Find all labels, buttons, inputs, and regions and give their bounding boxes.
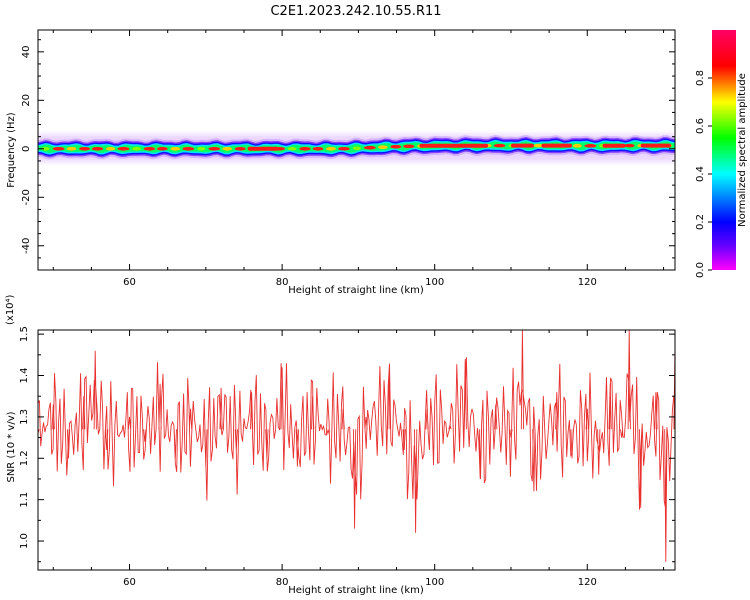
ridge-peak [325, 146, 336, 151]
snr-y-tick-label: 1.3 [19, 409, 30, 425]
ridge-peak [584, 144, 597, 148]
colorbar-tick-label: 0.2 [695, 214, 706, 230]
ridge-peak [143, 146, 156, 151]
colorbar-tick-label: 0.0 [695, 262, 706, 278]
colorbar: 0.0 0.2 0.4 0.6 0.8 Normalized spectral ampl… [695, 30, 748, 278]
ridge-peak [312, 146, 324, 151]
snr-x-tick-label: 100 [425, 577, 444, 588]
snr-x-tick-label: 60 [123, 577, 136, 588]
colorbar-label: Normalized spectral amplitude [737, 73, 748, 227]
ridge-peak [66, 146, 77, 151]
ridge-peak-segment [247, 146, 279, 151]
ridge-peak [222, 146, 233, 151]
spectrogram-y-tick-label: 40 [21, 45, 32, 58]
ridge-peak [377, 145, 388, 150]
spectrogram-y-tick-label: 0 [21, 146, 32, 152]
snr-y-tick-label: 1.5 [19, 326, 30, 342]
ridge-peak [156, 146, 168, 151]
ridge-peak [533, 143, 544, 148]
snr-x-tick-label: 120 [578, 577, 597, 588]
ridge-peak [41, 146, 50, 151]
snr-panel: 60 80 100 120 1.0 1.1 1.2 1.3 1.4 1.5 SNR (10 * v… [5, 294, 676, 596]
ridge-peak [337, 146, 350, 151]
ridge-peak [170, 146, 181, 151]
spectrogram-x-tick-label: 60 [123, 277, 136, 288]
ridge-peak [287, 146, 297, 151]
ridge-peak [234, 146, 246, 151]
ridge-peak [352, 146, 361, 151]
ridge-peak-segment [602, 143, 626, 148]
snr-frame [37, 329, 676, 571]
ridge-peak [52, 146, 65, 151]
spectrogram-y-tick-label: -20 [21, 189, 32, 205]
snr-x-label: Height of straight line (km) [288, 585, 424, 596]
colorbar-tick-label: 0.4 [695, 166, 706, 182]
ridge-peak [131, 146, 141, 151]
ridge-peak [299, 146, 311, 151]
snr-x-tick-label: 80 [276, 577, 289, 588]
colorbar-ticks: 0.0 0.2 0.4 0.6 0.8 [695, 70, 712, 278]
ridge-peak [572, 144, 582, 148]
ridge-peak-segment [541, 143, 573, 148]
figure-title: C2E1.2023.242.10.55.R11 [270, 4, 441, 19]
snr-y-label: SNR (10 * v/v) [6, 411, 17, 482]
spectrogram-axes: 60 80 100 120 -40 -20 0 20 40 [21, 30, 675, 288]
colorbar-tick-label: 0.8 [695, 70, 706, 86]
ridge-peak [403, 144, 415, 149]
spectrogram-x-tick-label: 80 [276, 277, 289, 288]
ridge-peak [79, 146, 90, 151]
snr-y-tick-label: 1.4 [19, 368, 30, 384]
spectrogram-y-tick-label: 20 [21, 94, 32, 107]
spectrogram-y-tick-label: -40 [21, 238, 32, 254]
spectrogram-frame [37, 29, 676, 271]
ridge-peak [493, 143, 506, 148]
spectrogram-ridge [38, 134, 675, 162]
colorbar-tick-label: 0.6 [695, 118, 706, 134]
ridge-peak [182, 146, 195, 151]
spectrogram-panel: 60 80 100 120 -40 -20 0 20 40 Frequency (Hz) Hei… [6, 29, 676, 296]
ridge-layers [38, 135, 675, 160]
spectrogram-x-tick-label: 120 [578, 277, 597, 288]
snr-axes: 60 80 100 120 1.0 1.1 1.2 1.3 1.4 1.5 [19, 326, 675, 588]
spectrogram-x-tick-label: 100 [425, 277, 444, 288]
ridge-peak [208, 146, 221, 151]
ridge-peak [105, 146, 116, 151]
spectrogram-x-label: Height of straight line (km) [288, 285, 424, 296]
ridge-peak [390, 144, 402, 149]
snr-y-tick-label: 1.0 [19, 533, 30, 549]
ridge-peak-segment [419, 143, 489, 148]
ridge-peak [363, 145, 376, 150]
ridge-peak-segment [510, 143, 534, 148]
spectrogram-y-label: Frequency (Hz) [6, 112, 17, 188]
ridge-peak-segment [640, 143, 672, 148]
ridge-peak [91, 146, 104, 151]
ridge-peak [117, 146, 130, 151]
snr-multiplier: (x10⁴) [5, 294, 16, 325]
snr-y-tick-label: 1.1 [19, 492, 30, 508]
snr-series-line [38, 330, 675, 562]
ridge-peak [623, 143, 635, 148]
colorbar-gradient [712, 30, 736, 270]
ridge-peak [197, 146, 206, 151]
snr-y-tick-label: 1.2 [19, 450, 30, 466]
